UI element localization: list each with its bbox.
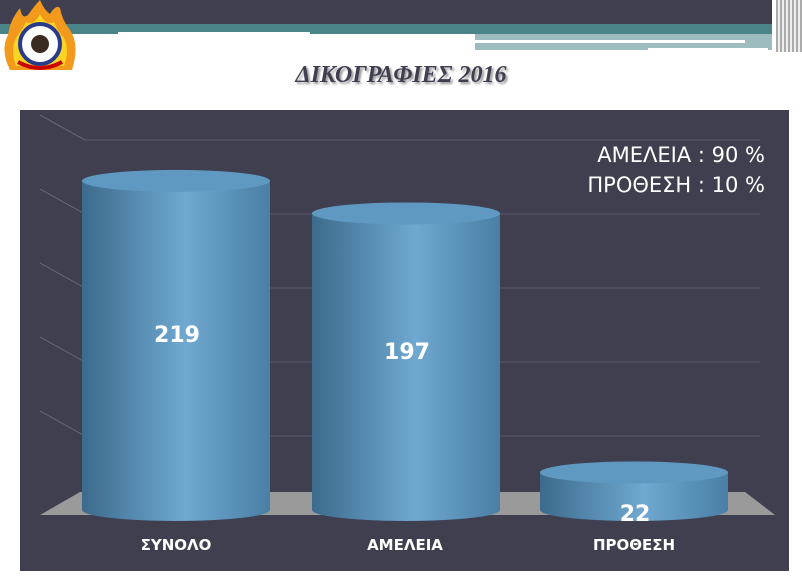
x-tick-label: ΑΜΕΛΕΙΑ	[367, 536, 443, 554]
bar-top	[82, 169, 270, 192]
bar-bottom	[540, 499, 728, 521]
bar-2	[540, 461, 728, 521]
data-label: 197	[384, 339, 430, 365]
header-box	[118, 32, 310, 52]
x-tick-label: ΣΥΝΟΛΟ	[140, 536, 212, 554]
header-line	[475, 40, 745, 43]
header-bar	[0, 0, 772, 24]
gridline-side	[39, 114, 86, 141]
bar-body	[312, 213, 500, 510]
data-label: 22	[619, 502, 651, 527]
gridline-side	[39, 262, 86, 289]
x-tick-label: ΠΡΟΘΕΣΗ	[592, 536, 676, 554]
annotation-negligence: ΑΜΕΛΕΙΑ : 90 %	[597, 143, 765, 167]
bar-top	[540, 461, 728, 484]
bar-1	[312, 202, 500, 521]
chart-annotation: ΑΜΕΛΕΙΑ : 90 % ΠΡΟΘΕΣΗ : 10 %	[560, 140, 765, 200]
header-stripes	[776, 0, 802, 52]
bar-bottom	[312, 499, 500, 521]
header-line	[648, 48, 768, 52]
bar-bottom	[82, 499, 270, 521]
data-label: 219	[154, 323, 200, 349]
bar-top	[312, 202, 500, 225]
slide-title: ΔΙΚΟΓΡΑΦΙΕΣ 2016	[295, 62, 507, 88]
bar-body	[82, 180, 270, 510]
gridline-side	[39, 188, 86, 215]
gridline-side	[39, 410, 86, 437]
header-stripe	[0, 24, 772, 34]
gridline-side	[39, 336, 86, 363]
fire-service-logo	[4, 0, 76, 70]
bar-0	[82, 169, 270, 521]
annotation-intent: ΠΡΟΘΕΣΗ : 10 %	[587, 173, 765, 197]
